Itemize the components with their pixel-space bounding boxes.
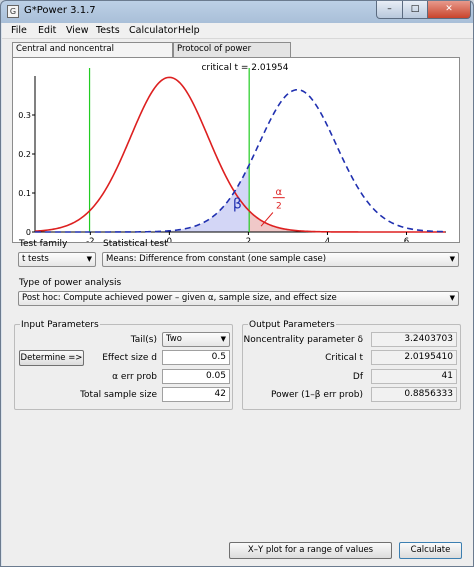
chevron-down-icon: ▼ [86, 255, 92, 263]
statistical-test-label: Statistical test [103, 239, 168, 249]
y-tick-label: 0.1 [18, 189, 31, 198]
total-sample-size-label: Total sample size [80, 390, 157, 400]
alpha-numerator: α [276, 187, 283, 198]
df-value: 41 [371, 369, 457, 384]
power-value: 0.8856333 [371, 387, 457, 402]
minimize-button[interactable]: – [376, 1, 403, 19]
tails-label: Tail(s) [130, 335, 157, 345]
tab-protocol[interactable]: Protocol of power analyses [173, 42, 291, 67]
statistical-test-value: Means: Difference from constant (one sam… [106, 254, 327, 264]
noncentral-distribution-curve [35, 88, 446, 233]
df-label: Df [352, 372, 363, 382]
chevron-down-icon: ▼ [220, 335, 226, 343]
chart-title: critical t = 2.01954 [201, 63, 288, 73]
input-parameters-header: Input Parameters [20, 320, 100, 330]
power-label: Power (1–β err prob) [271, 390, 363, 400]
x-tick-label: 4 [325, 237, 330, 242]
tails-value: Two [166, 334, 182, 344]
alpha-denominator: 2 [276, 202, 282, 212]
calculate-button[interactable]: Calculate [399, 542, 462, 559]
chevron-down-icon: ▼ [449, 255, 455, 263]
test-family-select[interactable]: t tests ▼ [18, 252, 96, 267]
menu-tests[interactable]: Tests [96, 25, 120, 36]
menu-help[interactable]: Help [178, 25, 200, 36]
noncentrality-label: Noncentrality parameter δ [243, 335, 363, 345]
power-analysis-select[interactable]: Post hoc: Compute achieved power – given… [18, 291, 459, 306]
main-content: Central and noncentral distributions Pro… [2, 39, 473, 566]
menu-calculator[interactable]: Calculator [129, 25, 178, 36]
critical-t-value: 2.0195410 [371, 350, 457, 365]
tails-select[interactable]: Two ▼ [162, 332, 230, 347]
beta-area [89, 166, 250, 232]
y-tick-label: 0.2 [18, 150, 31, 159]
test-family-value: t tests [22, 254, 49, 264]
close-button[interactable]: ✕ [427, 1, 471, 19]
alpha-pointer [260, 212, 274, 227]
output-parameters-header: Output Parameters [248, 320, 336, 330]
output-parameters-box [242, 324, 461, 410]
effect-size-label: Effect size d [102, 353, 157, 363]
alpha-err-input[interactable]: 0.05 [162, 369, 230, 384]
noncentrality-value: 3.2403703 [371, 332, 457, 347]
alpha-area-right [249, 210, 446, 232]
menu-view[interactable]: View [66, 25, 89, 36]
maximize-button[interactable]: □ [402, 1, 428, 19]
power-analysis-value: Post hoc: Compute achieved power – given… [22, 293, 337, 303]
xy-plot-button[interactable]: X–Y plot for a range of values [229, 542, 392, 559]
power-analysis-label: Type of power analysis [19, 278, 122, 288]
window-title: G*Power 3.1.7 [24, 5, 96, 16]
x-tick-label: 6 [404, 237, 409, 242]
alpha-err-label: α err prob [112, 372, 157, 382]
menu-file[interactable]: File [11, 25, 27, 36]
test-family-label: Test family [19, 239, 68, 249]
y-tick-label: 0 [26, 228, 31, 237]
determine-button[interactable]: Determine => [19, 350, 84, 366]
distribution-chart-panel: -2 0 2 4 6 0 0.1 0.2 0.3 critical t = 2.01954 β … [12, 57, 460, 247]
menu-edit[interactable]: Edit [38, 25, 57, 36]
gpower-app-icon: G [7, 5, 19, 18]
statistical-test-select[interactable]: Means: Difference from constant (one sam… [102, 252, 459, 267]
chevron-down-icon: ▼ [449, 294, 455, 302]
critical-t-label: Critical t [325, 353, 363, 363]
x-tick-label: -2 [86, 237, 94, 242]
menu-bar: File Edit View Tests Calculator Help [2, 23, 473, 39]
title-bar[interactable]: G G*Power 3.1.7 – □ ✕ [1, 1, 473, 23]
central-distribution-curve [34, 76, 446, 233]
total-sample-size-input[interactable]: 42 [162, 387, 230, 402]
distribution-chart: -2 0 2 4 600.10.20.3 critical t = 2.01954 β … [18, 63, 446, 247]
input-parameters-box [14, 324, 233, 410]
effect-size-input[interactable]: 0.5 [162, 350, 230, 365]
y-tick-label: 0.3 [18, 111, 31, 120]
x-tick-label: 2 [246, 237, 251, 242]
tab-distributions[interactable]: Central and noncentral distributions [12, 42, 173, 67]
beta-label: β [233, 197, 242, 213]
